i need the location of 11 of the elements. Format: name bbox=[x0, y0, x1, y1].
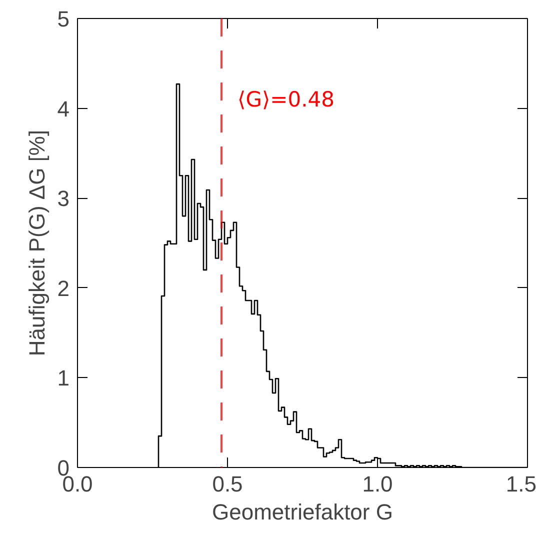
y-axis-title: Häufigkeit P(G) ΔG [%] bbox=[24, 130, 50, 356]
y-tick-label: 1 bbox=[57, 366, 70, 391]
y-tick-label: 4 bbox=[57, 96, 70, 122]
y-tick-label: 2 bbox=[57, 276, 70, 301]
ref-line-label: ⟨G⟩=0.48 bbox=[238, 87, 335, 112]
y-tick-label: 5 bbox=[57, 6, 70, 32]
x-tick-label: 1.0 bbox=[362, 472, 393, 496]
x-axis-title: Geometriefaktor G bbox=[212, 500, 393, 524]
x-tick-label: 0.5 bbox=[212, 472, 243, 496]
y-tick-label: 3 bbox=[57, 186, 70, 212]
x-tick-label: 1.5 bbox=[506, 472, 536, 496]
